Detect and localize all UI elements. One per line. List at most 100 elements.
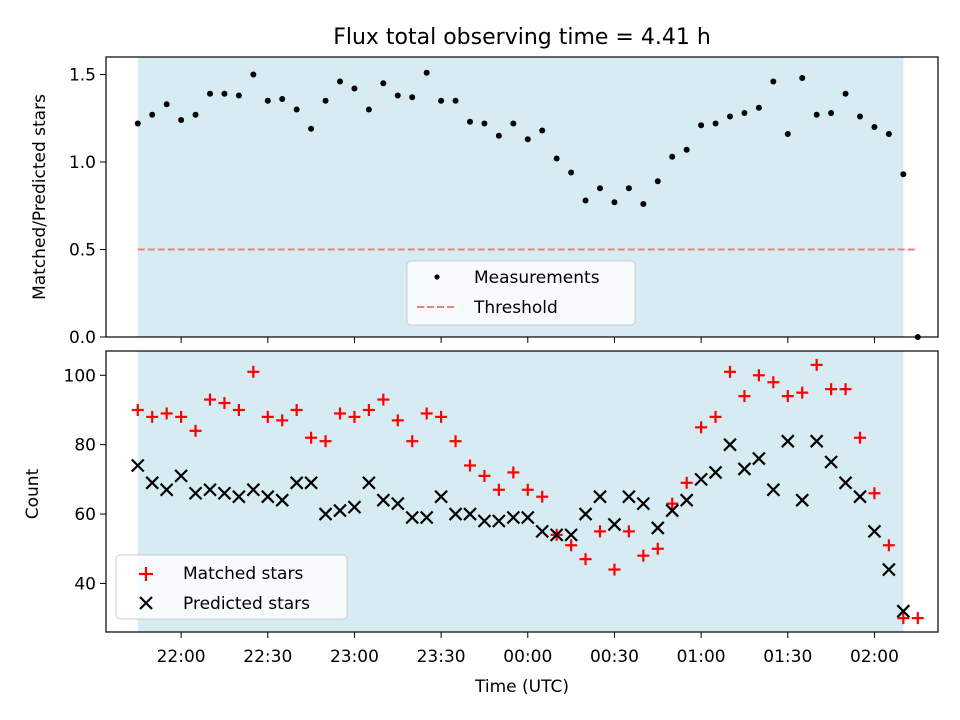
predicted-star-point: [260, 489, 275, 504]
matched-star-point: [218, 397, 231, 410]
measurement-point: [857, 113, 863, 120]
count-y-axis-label: Count: [23, 468, 43, 519]
predicted-star-point: [145, 476, 160, 490]
matched-star-point: [406, 435, 419, 448]
measurement-point: [741, 110, 748, 116]
matched-star-point: [767, 376, 780, 389]
predicted-star-point: [275, 493, 290, 507]
matched-star-point: [276, 414, 289, 427]
matched-star-point: [911, 612, 924, 625]
measurement-point: [235, 92, 242, 99]
measurement-point: [380, 80, 387, 87]
x-tick-label: 22:30: [243, 647, 292, 667]
ratio-y-ticks: 0.0 0.5 1.0 1.5: [69, 66, 106, 348]
predicted-star-point: [593, 489, 607, 504]
x-tick-label: 02:00: [850, 647, 899, 667]
measurement-point: [885, 131, 892, 137]
predicted-star-point: [419, 510, 434, 525]
matched-star-point: [579, 553, 592, 566]
predicted-star-point: [780, 434, 795, 448]
measurement-point: [900, 171, 907, 178]
measurement-point: [423, 69, 430, 76]
measurement-point: [770, 78, 777, 85]
matched-star-point: [680, 476, 693, 489]
predicted-star-point: [535, 524, 550, 539]
predicted-star-point: [246, 482, 261, 497]
y-tick-label: 1.0: [69, 153, 96, 173]
x-tick-label: 00:00: [503, 647, 552, 667]
matched-star-point: [839, 383, 852, 396]
chart-title: Flux total observing time = 4.41 h: [333, 25, 711, 50]
matched-star-point: [319, 435, 332, 448]
measurement-point: [712, 120, 719, 127]
predicted-star-point: [882, 562, 896, 577]
matched-star-point: [666, 497, 679, 510]
matched-star-point: [247, 365, 260, 378]
predicted-star-point: [232, 489, 246, 504]
matched-star-point: [305, 431, 318, 444]
predicted-star-point: [318, 507, 333, 521]
predicted-star-point: [188, 486, 203, 501]
matched-star-point: [810, 358, 823, 371]
predicted-star-point: [492, 514, 506, 528]
measurement-point: [597, 185, 603, 192]
predicted-star-point: [708, 465, 723, 480]
x-axis-label: Time (UTC): [474, 677, 569, 697]
predicted-star-point: [376, 493, 391, 507]
matched-star-point: [175, 410, 188, 423]
measurement-point: [669, 153, 676, 160]
measurement-point: [842, 90, 849, 97]
matched-star-point: [521, 483, 534, 496]
matched-star-point: [637, 549, 650, 562]
measurement-point: [539, 127, 546, 134]
matched-star-point: [391, 414, 404, 427]
predicted-star-point: [203, 482, 217, 497]
predicted-star-point: [405, 510, 420, 525]
measurement-point: [698, 122, 705, 129]
measurement-point: [582, 197, 589, 204]
measurement-point: [221, 90, 228, 97]
x-tick-label: 01:00: [677, 647, 726, 667]
predicted-star-point: [304, 476, 318, 490]
measurement-point: [438, 97, 445, 104]
measurement-point: [553, 155, 560, 162]
matched-star-point: [608, 563, 621, 576]
measurement-point: [293, 106, 300, 113]
predicted-star-point: [390, 496, 405, 511]
predicted-star-point: [622, 489, 636, 504]
measurement-point: [784, 131, 791, 137]
measurement-point: [337, 78, 343, 85]
measurement-point: [394, 92, 401, 99]
measurement-point: [452, 97, 459, 104]
matched-star-point: [651, 542, 664, 555]
y-tick-label: 40: [74, 574, 96, 594]
predicted-star-point: [564, 528, 578, 542]
measurement-point: [365, 106, 372, 113]
predicted-star-point: [636, 496, 651, 511]
predicted-star-point: [362, 476, 376, 490]
matched-star-point: [594, 525, 606, 538]
predicted-star-point: [506, 510, 521, 525]
predicted-star-point: [217, 486, 232, 501]
ratio-legend: Measurements Threshold: [406, 260, 636, 326]
predicted-star-point: [434, 489, 448, 504]
matched-star-point: [435, 410, 448, 423]
measurement-point: [192, 111, 199, 118]
measurement-point: [828, 110, 835, 116]
predicted-star-point: [448, 507, 463, 521]
predicted-star-point: [578, 507, 593, 521]
matched-star-point: [825, 383, 838, 396]
y-tick-label: 60: [74, 505, 96, 525]
matched-star-point: [478, 469, 491, 482]
matched-star-point: [709, 410, 722, 423]
measurement-point: [467, 118, 473, 125]
ratio-axes-frame: [105, 56, 939, 338]
matched-star-point: [507, 466, 520, 479]
measurement-point: [134, 120, 141, 127]
count-x-ticks: 22:00 22:30 23:00 23:30 00:00 00:30 01:00 01:30…: [157, 632, 899, 667]
predicted-star-point: [795, 493, 810, 507]
predicted-star-point: [174, 469, 188, 483]
matched-star-point: [854, 431, 866, 444]
predicted-star-point: [159, 482, 174, 497]
measurement-point: [871, 124, 878, 130]
